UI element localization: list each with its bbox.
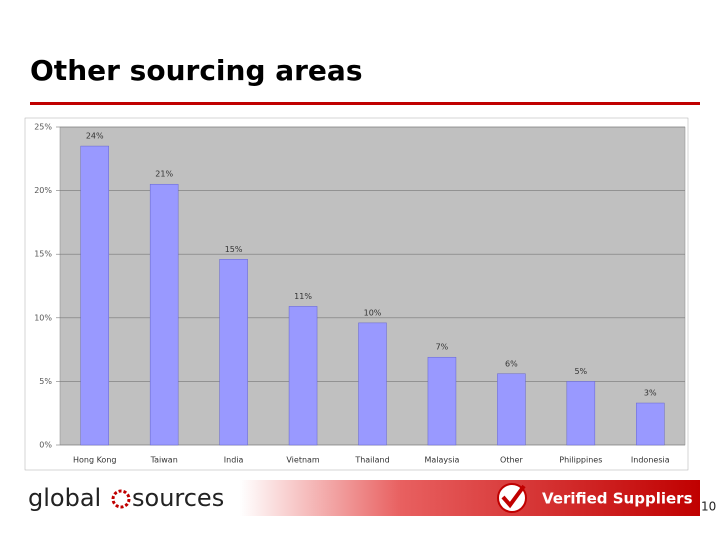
value-label: 3% bbox=[644, 389, 657, 398]
y-tick-label: 15% bbox=[34, 250, 52, 259]
title-rule bbox=[30, 102, 700, 105]
value-label: 21% bbox=[155, 170, 173, 179]
bar bbox=[149, 183, 179, 446]
value-label: 11% bbox=[294, 292, 312, 301]
y-tick-label: 25% bbox=[34, 123, 52, 132]
x-tick-label: India bbox=[224, 456, 244, 465]
x-tick-label: Taiwan bbox=[150, 456, 178, 465]
logo-left: global bbox=[28, 484, 101, 512]
x-tick-label: Philippines bbox=[559, 456, 602, 465]
check-icon bbox=[497, 483, 527, 513]
badge-text: Verified Suppliers bbox=[542, 490, 693, 508]
x-tick-label: Malaysia bbox=[424, 456, 459, 465]
value-label: 24% bbox=[86, 132, 104, 141]
chart: 0% 5% 10% 15% 20% 25% Hong Kong 24% Taiwan 21% Ind… bbox=[34, 123, 685, 465]
bar bbox=[497, 373, 526, 446]
bar bbox=[288, 306, 318, 446]
y-tick-label: 0% bbox=[39, 441, 52, 450]
logo-icon bbox=[111, 489, 131, 509]
y-tick-label: 5% bbox=[39, 377, 52, 386]
x-tick-label: Other bbox=[500, 456, 523, 465]
y-tick-label: 10% bbox=[34, 313, 52, 322]
slide-title: Other sourcing areas bbox=[30, 54, 363, 87]
bar bbox=[566, 381, 596, 446]
value-label: 6% bbox=[505, 359, 518, 368]
footer-band bbox=[240, 480, 700, 516]
y-tick-label: 20% bbox=[34, 186, 52, 195]
bar bbox=[358, 322, 387, 446]
bar bbox=[427, 356, 457, 446]
value-label: 15% bbox=[225, 245, 243, 254]
page-number: 10 bbox=[701, 500, 716, 514]
x-tick-label: Indonesia bbox=[631, 456, 670, 465]
value-label: 5% bbox=[574, 367, 587, 376]
value-label: 7% bbox=[436, 343, 449, 352]
logo-right: sources bbox=[132, 484, 224, 512]
bar bbox=[80, 145, 109, 446]
value-label: 10% bbox=[364, 308, 382, 317]
x-tick-label: Thailand bbox=[354, 456, 389, 465]
bar bbox=[219, 259, 248, 446]
bar bbox=[636, 402, 665, 446]
x-tick-label: Hong Kong bbox=[73, 456, 117, 465]
x-tick-label: Vietnam bbox=[286, 456, 320, 465]
